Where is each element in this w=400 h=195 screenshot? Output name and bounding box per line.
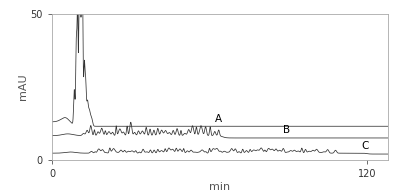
Text: B: B (283, 125, 290, 135)
X-axis label: min: min (210, 182, 230, 192)
Text: A: A (215, 114, 222, 124)
Text: C: C (362, 141, 369, 151)
Y-axis label: mAU: mAU (18, 74, 28, 100)
